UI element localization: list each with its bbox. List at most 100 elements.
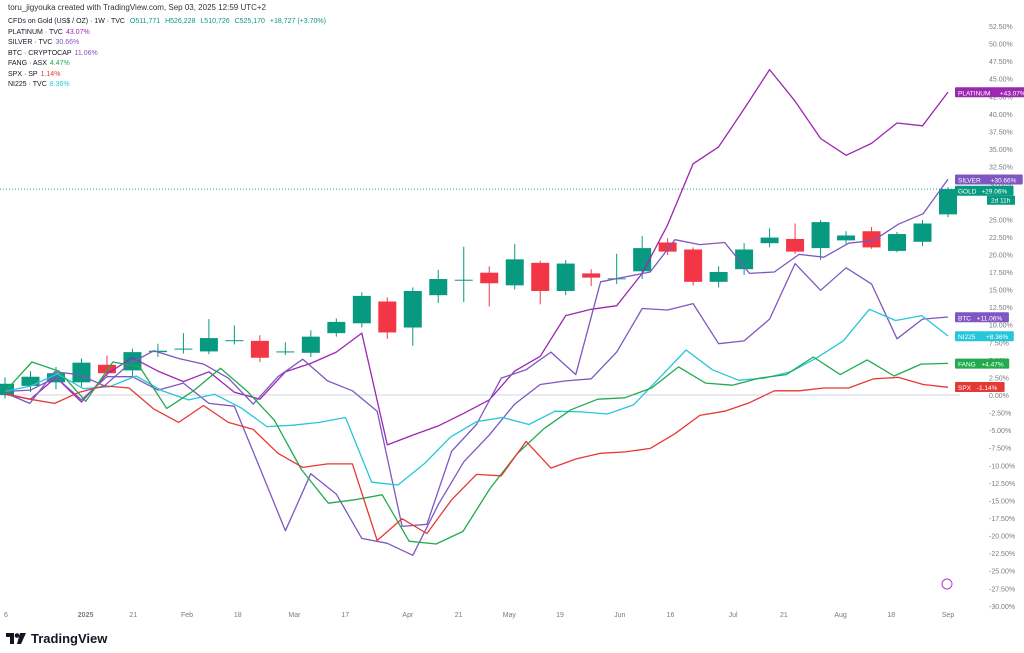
legend-row-5[interactable]: NI225 · TVC 8.36% (8, 80, 326, 91)
candle-body (97, 364, 116, 374)
x-tick-label: 21 (129, 612, 137, 619)
legend-gold-row[interactable]: CFDs on Gold (US$ / OZ) · 1W · TVC O511,… (8, 17, 326, 28)
y-tick-label: 7.50% (989, 340, 1009, 347)
replay-icon (941, 578, 953, 590)
price-label-value: +8.36% (986, 334, 1008, 341)
y-tick-label: -7.50% (989, 446, 1011, 453)
y-tick-label: 12.50% (989, 305, 1013, 312)
legend-series-value: 11.06% (74, 49, 98, 57)
legend-row-3[interactable]: FANG · ASX 4.47% (8, 59, 326, 70)
x-tick-label: Jun (614, 612, 625, 619)
x-tick-label: 21 (780, 612, 788, 619)
candle-body (225, 340, 244, 342)
candle-body (174, 348, 193, 350)
y-tick-label: 0.00% (989, 393, 1009, 400)
x-tick-label: Aug (834, 612, 847, 619)
candle-body (888, 234, 907, 251)
candle-body (633, 248, 652, 272)
x-tick-label: 19 (556, 612, 564, 619)
legend-row-1[interactable]: SILVER · TVC 30.66% (8, 38, 326, 49)
legend-series-value: 1.14% (40, 70, 61, 78)
legend-row-0[interactable]: PLATINUM · TVC 43.07% (8, 28, 326, 39)
y-tick-label: 47.50% (989, 59, 1013, 66)
legend-series-name: PLATINUM · TVC (8, 28, 63, 36)
chart-attribution: toru_jigyouka created with TradingView.c… (8, 3, 267, 12)
price-label-countdown-bg (987, 195, 1015, 205)
legend-gold-low: L510,726 (200, 18, 230, 25)
candle-body (301, 336, 320, 353)
y-tick-label: 40.00% (989, 112, 1013, 119)
series-line-spx (4, 376, 949, 542)
candle-body (531, 262, 550, 291)
x-tick-label: Jul (729, 612, 738, 619)
candle-body (939, 189, 957, 215)
y-tick-label: 30.00% (989, 182, 1013, 189)
legend-series-name: SPX · SP (8, 70, 38, 78)
legend-row-2[interactable]: BTC · CRYPTOCAP 11.06% (8, 49, 326, 60)
price-label-name: SILVER (958, 178, 981, 185)
y-tick-label: 42.50% (989, 94, 1013, 101)
candle-body (862, 231, 881, 248)
candle-body (327, 321, 346, 334)
y-tick-label: 22.50% (989, 235, 1013, 242)
price-label-btc (955, 312, 1009, 323)
y-tick-label: -30.00% (989, 604, 1015, 611)
y-tick-label: -22.50% (989, 551, 1015, 558)
legend-series-value: 43.07% (65, 28, 90, 36)
y-tick-label: -10.00% (989, 463, 1015, 470)
candle-body (72, 362, 91, 383)
x-tick-label: 17 (341, 612, 349, 619)
price-label-ni225 (955, 331, 1014, 342)
candle-body (403, 290, 422, 328)
x-tick-label: Mar (288, 612, 301, 619)
tradingview-logo: TradingView (6, 631, 107, 646)
price-label-value: -1.14% (977, 385, 998, 392)
x-tick-label: Feb (181, 612, 193, 619)
x-tick-label: 21 (455, 612, 463, 619)
legend-series-name: SILVER · TVC (8, 39, 53, 46)
price-label-name: BTC (958, 315, 971, 322)
legend-gold-open: O511,771 (129, 18, 161, 25)
y-tick-label: 20.00% (989, 252, 1013, 259)
candle-body (199, 338, 218, 352)
y-tick-label: -17.50% (989, 516, 1015, 523)
y-tick-label: 32.50% (989, 165, 1013, 172)
y-tick-label: -5.00% (989, 428, 1011, 435)
y-tick-label: -25.00% (989, 569, 1015, 576)
candle-body (837, 235, 856, 241)
candle-body (352, 295, 371, 324)
x-tick-label: 18 (887, 612, 895, 619)
price-label-name: FANG (958, 362, 976, 369)
price-label-silver (955, 174, 1023, 185)
y-tick-label: 50.00% (989, 42, 1013, 49)
price-label-spx (955, 381, 1005, 392)
candle-body (378, 301, 397, 333)
legend-gold-high: H526,228 (165, 18, 196, 25)
y-tick-label: 52.50% (989, 24, 1013, 31)
legend-series-value: 8.36% (49, 81, 70, 88)
candle-body (760, 237, 779, 244)
legend-row-4[interactable]: SPX · SP 1.14% (8, 70, 326, 81)
candle-body (276, 351, 295, 353)
y-tick-label: 2.50% (989, 375, 1009, 382)
price-label-value: +11.06% (977, 315, 1003, 322)
price-label-value: +30.66% (991, 178, 1017, 185)
tradingview-logo-icon (6, 633, 26, 644)
series-line-silver (4, 178, 949, 528)
legend-series-name: NI225 · TVC (8, 81, 47, 88)
y-tick-label: 15.00% (989, 288, 1013, 295)
y-tick-label: -12.50% (989, 481, 1015, 488)
y-tick-label: -15.00% (989, 498, 1015, 505)
candle-body (429, 279, 448, 296)
series-line-fang (4, 356, 949, 545)
candle-body (21, 376, 40, 386)
price-label-name: PLATINUM (958, 90, 990, 97)
price-label-platinum (955, 87, 1024, 98)
candle-body (556, 263, 575, 291)
legend-gold-change: +18,727 (+3.70%) (269, 18, 326, 25)
price-label-value: +29.06% (981, 189, 1007, 196)
x-tick-label: 6 (4, 612, 8, 619)
x-tick-label: May (503, 612, 517, 619)
candle-body (582, 273, 601, 278)
